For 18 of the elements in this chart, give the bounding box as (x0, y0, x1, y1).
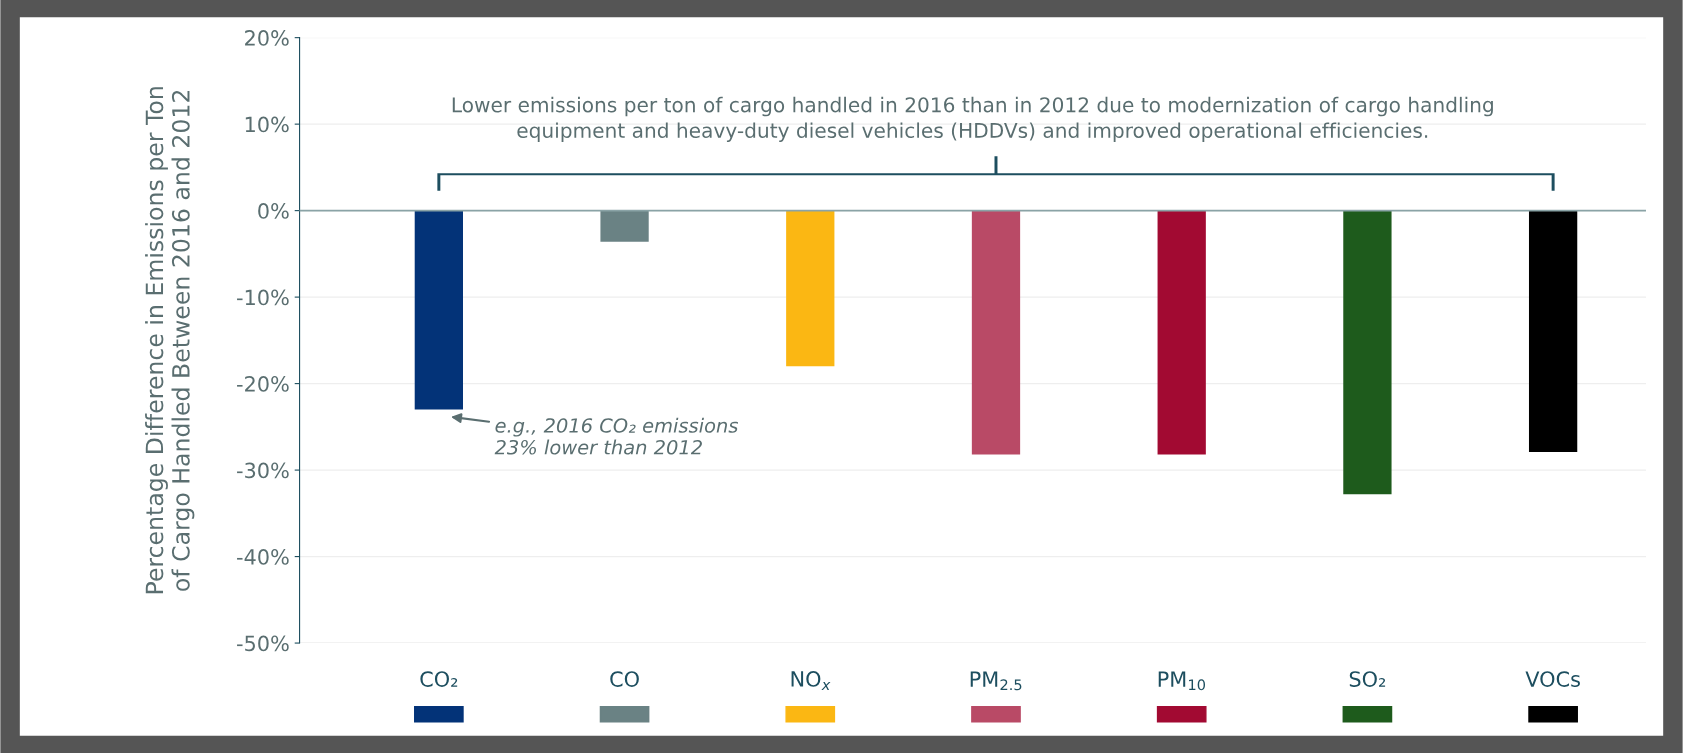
y-tick-label: -50% (237, 635, 289, 652)
y-axis-title: Percentage Difference in Emissions per Ton of Cargo Handled Between 2016 and 2012 (145, 87, 195, 594)
y-tick-label: 0% (258, 203, 289, 219)
x-tick-label: VOCs (1525, 671, 1580, 687)
x-tick-label: CO (610, 671, 639, 687)
annotation: e.g., 2016 CO₂ emissions 23% lower than 2012 (494, 417, 739, 455)
x-tick-label: PM$_{10}$ (1158, 671, 1206, 691)
x-tick-label: CO₂ (420, 671, 458, 687)
y-tick-label: 10% (245, 116, 289, 133)
y-tick-label: -30% (237, 462, 289, 479)
x-tick-label: PM$_{2.5}$ (970, 671, 1022, 691)
y-tick-label: -40% (237, 549, 289, 565)
y-tick-label: 20% (245, 30, 289, 46)
x-tick-label: NO$_{x}$ (791, 671, 831, 690)
y-tick-label: -10% (237, 289, 289, 306)
x-tick-label: SO₂ (1349, 671, 1386, 687)
annotation: Lower emissions per ton of cargo handled in 2016 than in 2012 due to modernization of cargo handling equipment and heavy-duty diesel vehicles (HDDVs) and improved operational efficiencies. (452, 96, 1493, 142)
y-tick-label: -20% (237, 376, 289, 392)
